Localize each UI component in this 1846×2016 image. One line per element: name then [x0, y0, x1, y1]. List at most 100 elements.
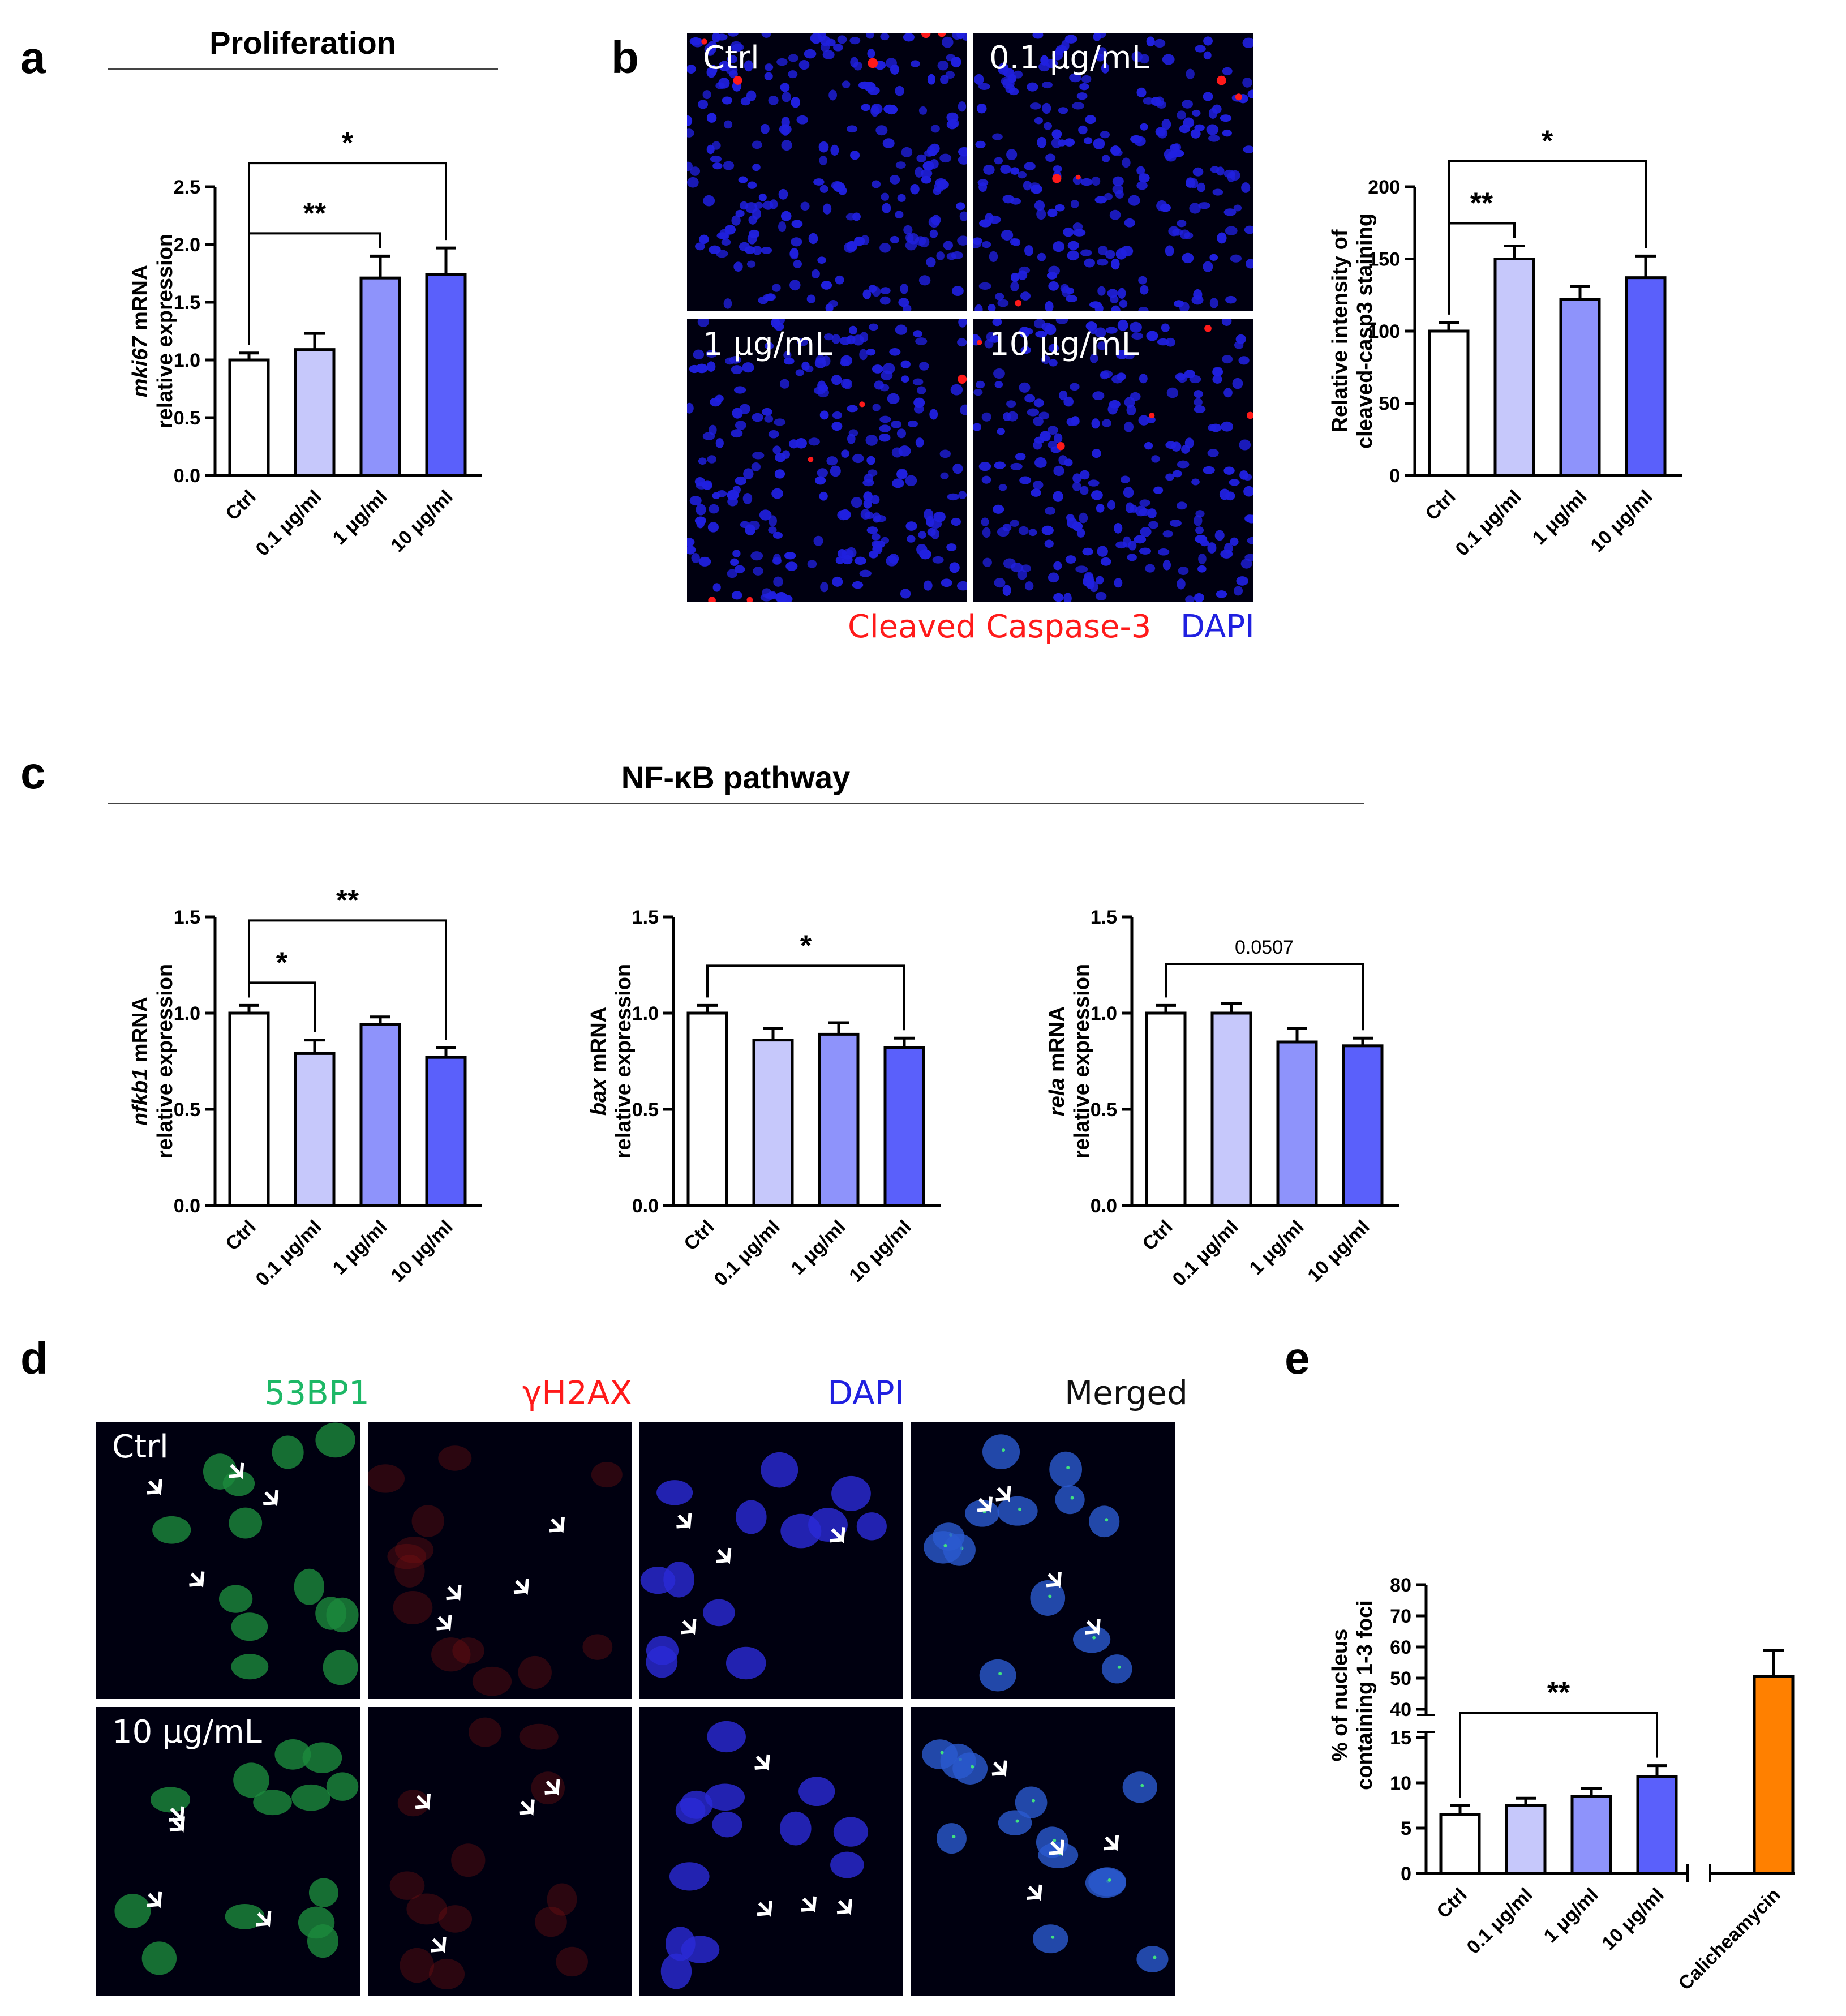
nucleus [847, 434, 856, 444]
nucleus [1053, 561, 1062, 571]
nucleus [698, 457, 707, 465]
nucleus [847, 405, 858, 413]
nucleus [1110, 145, 1121, 156]
y-tick-label: 1.0 [1091, 1003, 1117, 1024]
nucleus [411, 1505, 444, 1537]
bar-3 [425, 273, 467, 477]
nucleus [518, 1655, 552, 1689]
nucleus [1080, 178, 1093, 186]
nucleus [1177, 110, 1186, 120]
nucleus [1210, 166, 1220, 173]
nucleus [851, 497, 862, 508]
nucleus [1130, 321, 1142, 333]
nucleus [1136, 166, 1145, 175]
nucleus [1242, 37, 1253, 49]
nuclei-pattern [389, 1717, 588, 1990]
nucleus [1123, 487, 1134, 499]
nucleus [978, 282, 991, 290]
nucleus [807, 560, 817, 568]
nucleus [1013, 70, 1023, 79]
arrowhead-icon [431, 1937, 447, 1954]
nucleus [865, 435, 878, 446]
nucleus [941, 578, 952, 587]
nucleus [744, 60, 753, 72]
nucleus [1109, 209, 1121, 220]
nucleus [1162, 530, 1173, 538]
nucleus [1207, 449, 1219, 457]
nucleus [882, 363, 895, 375]
nucleus [1191, 478, 1200, 486]
nucleus [762, 200, 774, 210]
nucleus [1101, 1654, 1132, 1684]
nucleus [1089, 327, 1097, 334]
micro-b-ctrl: Ctrl [687, 33, 967, 311]
nucleus [1177, 501, 1187, 510]
nucleus [1125, 502, 1135, 513]
micro-d-ctrl-dapi [639, 1422, 903, 1699]
nucleus [1203, 36, 1213, 46]
nucleus [798, 59, 810, 70]
nucleus [854, 556, 866, 565]
nucleus [919, 549, 931, 560]
nucleus [748, 520, 760, 530]
nucleus [715, 438, 724, 448]
nucleus [1134, 535, 1147, 544]
nucleus [1041, 525, 1054, 535]
nucleus [1194, 398, 1203, 406]
x-tick-label: 1 μg/ml [1246, 1216, 1308, 1279]
nucleus [957, 338, 967, 347]
nucleus [1049, 359, 1058, 367]
nucleus [1043, 122, 1053, 130]
nucleus [1131, 51, 1143, 62]
y-axis-label-line2: relative expression [612, 964, 636, 1159]
nucleus [916, 154, 926, 162]
nucleus [1170, 143, 1180, 152]
nucleus [778, 221, 787, 233]
arrowhead-icon [716, 1547, 732, 1564]
nucleus [772, 554, 782, 565]
nucleus [1097, 546, 1108, 557]
nucleus [1139, 499, 1150, 507]
significance-label: * [276, 946, 288, 979]
nucleus [695, 242, 705, 251]
nucleus [323, 1650, 358, 1685]
nucleus [1194, 405, 1206, 413]
nucleus [732, 550, 741, 557]
nucleus [918, 275, 931, 286]
nucleus [753, 245, 762, 255]
nucleus [231, 1654, 269, 1680]
nucleus [1023, 181, 1032, 191]
nucleus [960, 404, 967, 415]
nucleus [765, 63, 774, 71]
nucleus [669, 1862, 710, 1891]
nucleus [1233, 586, 1243, 596]
x-tick-label: 10 μg/ml [1586, 486, 1656, 556]
nucleus [1069, 73, 1082, 83]
nucleus [694, 516, 706, 525]
nucleus [750, 551, 763, 561]
focus-dot [1053, 1838, 1057, 1842]
nucleus [1134, 136, 1146, 147]
nucleus [905, 475, 917, 487]
caspase-spot [733, 76, 742, 85]
nucleus [870, 495, 880, 504]
nucleus [469, 1717, 502, 1747]
x-tick-label: Ctrl [221, 486, 260, 525]
y-axis-label-text: mRNA [128, 997, 152, 1069]
nucleus [754, 201, 763, 209]
bar-0 [1428, 329, 1470, 477]
arrowhead-icon [147, 1479, 162, 1496]
nucleus [998, 1810, 1032, 1835]
y-tick-label: 15 [1390, 1727, 1411, 1749]
nucleus [1194, 515, 1203, 526]
nucleus [776, 58, 788, 66]
nucleus [924, 149, 934, 157]
nucleus [707, 1721, 746, 1753]
nucleus [830, 465, 841, 477]
nucleus [438, 1445, 472, 1471]
y-axis-label-gene: nfkb1 [128, 1069, 152, 1126]
micro-label: Ctrl [112, 1429, 169, 1465]
nucleus [274, 1739, 311, 1770]
nucleus [1209, 254, 1218, 261]
nucleus [1089, 1505, 1120, 1538]
